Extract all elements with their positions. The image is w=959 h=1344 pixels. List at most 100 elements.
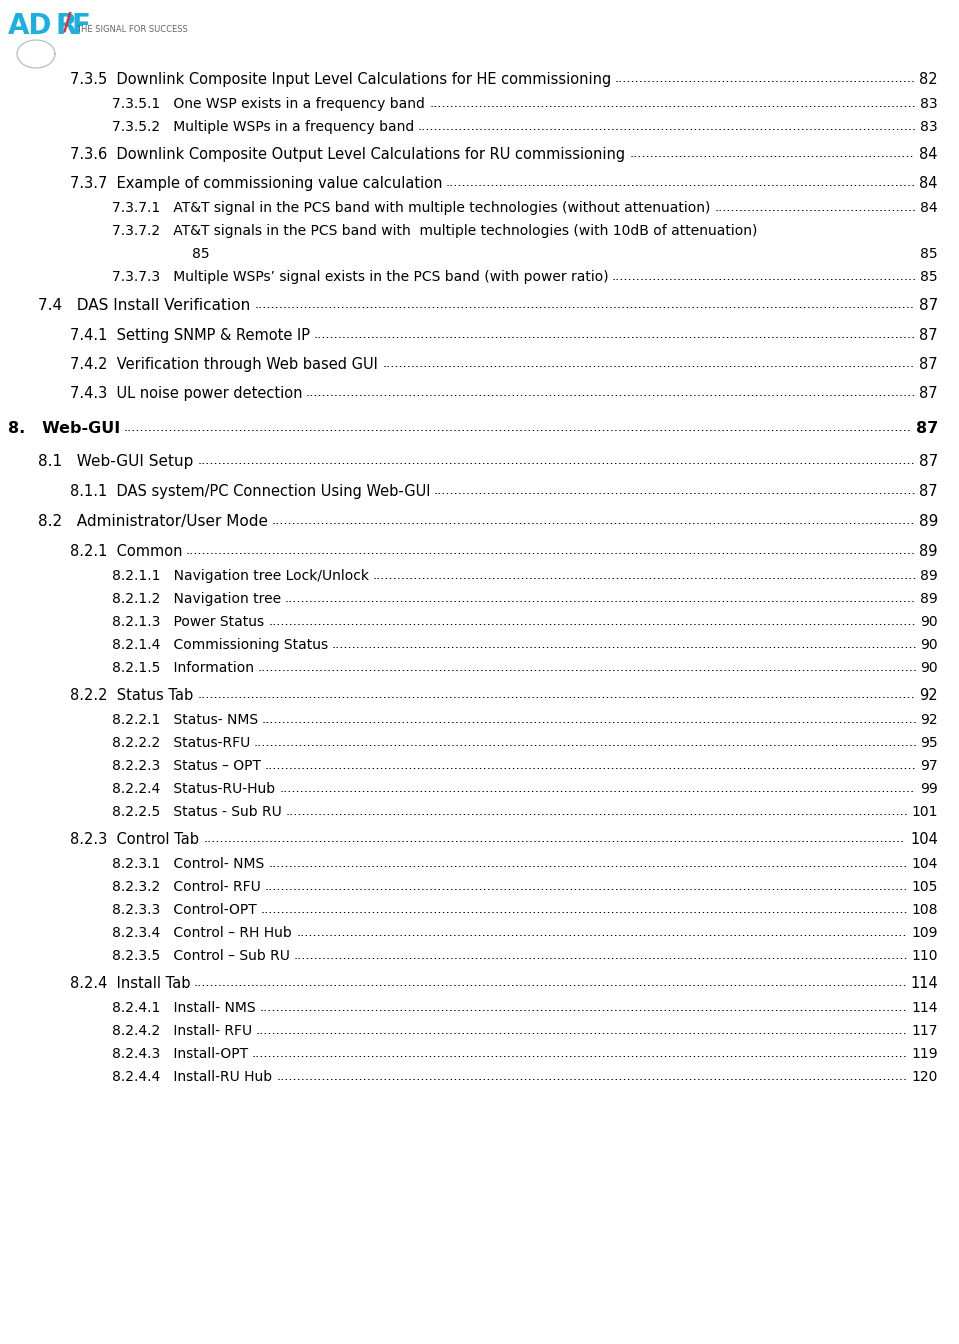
Text: 8.2.2.3   Status – OPT: 8.2.2.3 Status – OPT bbox=[112, 759, 261, 773]
Text: 8.2.3.5   Control – Sub RU: 8.2.3.5 Control – Sub RU bbox=[112, 949, 290, 964]
Text: 83: 83 bbox=[921, 120, 938, 134]
Text: 87: 87 bbox=[920, 328, 938, 343]
Text: 8.2.1.4   Commissioning Status: 8.2.1.4 Commissioning Status bbox=[112, 638, 328, 652]
Text: 7.3.7.3   Multiple WSPs’ signal exists in the PCS band (with power ratio): 7.3.7.3 Multiple WSPs’ signal exists in … bbox=[112, 270, 609, 284]
Text: 90: 90 bbox=[921, 661, 938, 675]
Text: ................................................................................: ........................................… bbox=[269, 857, 907, 870]
Text: 87: 87 bbox=[919, 454, 938, 469]
Text: ................................................................................: ........................................… bbox=[306, 386, 916, 399]
Text: ................................................................................: ........................................… bbox=[265, 759, 917, 771]
Text: ................................................................................: ........................................… bbox=[261, 714, 917, 726]
Text: 101: 101 bbox=[911, 805, 938, 818]
Text: .....................................................................: ........................................… bbox=[630, 146, 915, 160]
Text: ................................................................................: ........................................… bbox=[418, 120, 917, 133]
Text: 8.2.2.4   Status-RU-Hub: 8.2.2.4 Status-RU-Hub bbox=[112, 782, 275, 796]
Text: 8.   Web-GUI: 8. Web-GUI bbox=[8, 421, 120, 435]
Text: ................................................................................: ........................................… bbox=[124, 421, 912, 434]
Text: ................................................................................: ........................................… bbox=[256, 1024, 907, 1038]
Text: 7.4.2  Verification through Web based GUI: 7.4.2 Verification through Web based GUI bbox=[70, 358, 378, 372]
Text: 89: 89 bbox=[919, 513, 938, 530]
Text: 7.3.7  Example of commissioning value calculation: 7.3.7 Example of commissioning value cal… bbox=[70, 176, 442, 191]
Text: 99: 99 bbox=[921, 782, 938, 796]
Text: ................................................................................: ........................................… bbox=[285, 805, 908, 818]
Text: R: R bbox=[55, 12, 77, 40]
Text: ................................................................................: ........................................… bbox=[285, 591, 916, 605]
Text: ................................................................................: ........................................… bbox=[186, 544, 916, 556]
Text: ................................................................................: ........................................… bbox=[430, 97, 916, 110]
Text: 89: 89 bbox=[921, 569, 938, 583]
Text: 8.2.1  Common: 8.2.1 Common bbox=[70, 544, 182, 559]
Text: ................................................................................: ........................................… bbox=[271, 513, 915, 527]
Text: ................................................................................: ........................................… bbox=[252, 1047, 907, 1060]
Text: 8.2.1.2   Navigation tree: 8.2.1.2 Navigation tree bbox=[112, 591, 281, 606]
Text: ................................................................................: ........................................… bbox=[198, 454, 915, 466]
Text: ................................................................................: ........................................… bbox=[314, 328, 916, 341]
Text: 8.2.4.3   Install-OPT: 8.2.4.3 Install-OPT bbox=[112, 1047, 248, 1060]
Text: 8.2.4.2   Install- RFU: 8.2.4.2 Install- RFU bbox=[112, 1024, 252, 1038]
Text: ................................................................................: ........................................… bbox=[254, 298, 915, 310]
Text: 84: 84 bbox=[920, 176, 938, 191]
Text: 8.2.4  Install Tab: 8.2.4 Install Tab bbox=[70, 976, 191, 991]
Text: 8.2.2.2   Status-RFU: 8.2.2.2 Status-RFU bbox=[112, 737, 250, 750]
Text: 7.3.6  Downlink Composite Output Level Calculations for RU commissioning: 7.3.6 Downlink Composite Output Level Ca… bbox=[70, 146, 625, 163]
Text: 8.2.4.4   Install-RU Hub: 8.2.4.4 Install-RU Hub bbox=[112, 1070, 272, 1085]
Text: 87: 87 bbox=[916, 421, 938, 435]
Text: 8.2.1.5   Information: 8.2.1.5 Information bbox=[112, 661, 254, 675]
Text: ................................................................................: ........................................… bbox=[204, 832, 905, 845]
Text: 7.4   DAS Install Verification: 7.4 DAS Install Verification bbox=[38, 298, 250, 313]
Text: ................................................................................: ........................................… bbox=[293, 949, 908, 962]
Text: 85: 85 bbox=[192, 247, 210, 261]
Text: 90: 90 bbox=[921, 638, 938, 652]
Text: 7.3.5  Downlink Composite Input Level Calculations for HE commissioning: 7.3.5 Downlink Composite Input Level Cal… bbox=[70, 73, 611, 87]
Text: ................................................................................: ........................................… bbox=[269, 616, 916, 628]
Text: .................................................: ........................................… bbox=[714, 202, 917, 214]
Text: 104: 104 bbox=[912, 857, 938, 871]
Text: 8.2.2  Status Tab: 8.2.2 Status Tab bbox=[70, 688, 194, 703]
Text: ................................................................................: ........................................… bbox=[332, 638, 917, 650]
Text: 105: 105 bbox=[912, 880, 938, 894]
Text: 87: 87 bbox=[920, 358, 938, 372]
Text: 90: 90 bbox=[921, 616, 938, 629]
Text: 8.1   Web-GUI Setup: 8.1 Web-GUI Setup bbox=[38, 454, 194, 469]
Text: 95: 95 bbox=[921, 737, 938, 750]
Text: 84: 84 bbox=[920, 146, 938, 163]
Text: /: / bbox=[63, 11, 72, 35]
Text: 8.1.1  DAS system/PC Connection Using Web-GUI: 8.1.1 DAS system/PC Connection Using Web… bbox=[70, 484, 431, 499]
Text: ................................................................................: ........................................… bbox=[194, 976, 907, 989]
Text: 8.2.3.3   Control-OPT: 8.2.3.3 Control-OPT bbox=[112, 903, 257, 917]
Text: ................................................................................: ........................................… bbox=[198, 688, 915, 702]
Text: 8.2.1.1   Navigation tree Lock/Unlock: 8.2.1.1 Navigation tree Lock/Unlock bbox=[112, 569, 369, 583]
Text: ................................................................................: ........................................… bbox=[296, 926, 907, 939]
Text: 85: 85 bbox=[921, 247, 938, 261]
Text: ................................................................................: ........................................… bbox=[446, 176, 916, 190]
Text: 8.2.4.1   Install- NMS: 8.2.4.1 Install- NMS bbox=[112, 1001, 256, 1015]
Text: 87: 87 bbox=[920, 386, 938, 401]
Text: 82: 82 bbox=[920, 73, 938, 87]
Text: ................................................................................: ........................................… bbox=[257, 661, 917, 673]
Text: 114: 114 bbox=[910, 976, 938, 991]
Text: AD: AD bbox=[8, 12, 53, 40]
Text: 117: 117 bbox=[911, 1024, 938, 1038]
Text: 7.4.1  Setting SNMP & Remote IP: 7.4.1 Setting SNMP & Remote IP bbox=[70, 328, 310, 343]
Text: 89: 89 bbox=[921, 591, 938, 606]
Text: 104: 104 bbox=[910, 832, 938, 847]
Text: 8.2.3  Control Tab: 8.2.3 Control Tab bbox=[70, 832, 199, 847]
Text: ..........................................................................: ........................................… bbox=[612, 270, 917, 284]
Text: 119: 119 bbox=[911, 1047, 938, 1060]
Text: 83: 83 bbox=[921, 97, 938, 112]
Text: 87: 87 bbox=[919, 298, 938, 313]
Text: 8.2.3.1   Control- NMS: 8.2.3.1 Control- NMS bbox=[112, 857, 265, 871]
Text: ................................................................................: ........................................… bbox=[265, 880, 908, 892]
Text: ................................................................................: ........................................… bbox=[253, 737, 918, 749]
Text: .........................................................................: ........................................… bbox=[615, 73, 916, 85]
Text: 92: 92 bbox=[920, 688, 938, 703]
Text: 8.2   Administrator/User Mode: 8.2 Administrator/User Mode bbox=[38, 513, 268, 530]
Text: 7.3.5.1   One WSP exists in a frequency band: 7.3.5.1 One WSP exists in a frequency ba… bbox=[112, 97, 425, 112]
Text: 87: 87 bbox=[920, 484, 938, 499]
Text: ................................................................................: ........................................… bbox=[260, 903, 908, 917]
Text: 109: 109 bbox=[911, 926, 938, 939]
Text: 7.3.7.2   AT&T signals in the PCS band with  multiple technologies (with 10dB of: 7.3.7.2 AT&T signals in the PCS band wit… bbox=[112, 224, 758, 238]
Text: 110: 110 bbox=[911, 949, 938, 964]
Text: ................................................................................: ........................................… bbox=[372, 569, 917, 582]
Text: 89: 89 bbox=[920, 544, 938, 559]
